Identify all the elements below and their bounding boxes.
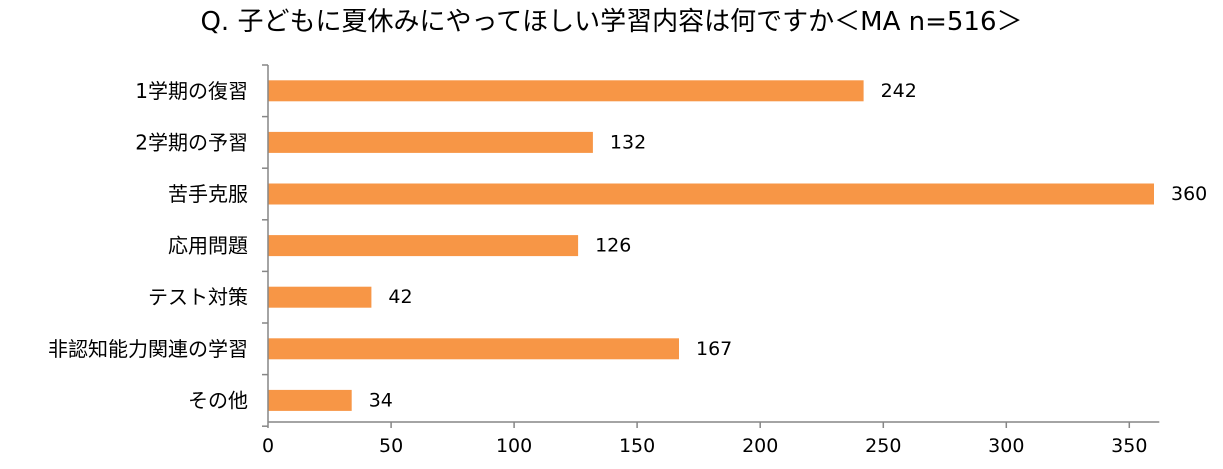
- category-label: その他: [188, 388, 248, 412]
- category-label: 応用問題: [168, 234, 248, 258]
- x-tick-label: 250: [865, 435, 901, 457]
- x-tick-label: 150: [619, 435, 655, 457]
- x-tick-label: 300: [988, 435, 1024, 457]
- data-label: 42: [388, 286, 412, 308]
- x-tick-label: 100: [496, 435, 532, 457]
- bar: [268, 235, 579, 257]
- data-label: 360: [1171, 183, 1207, 205]
- chart-title: Q. 子どもに夏休みにやってほしい学習内容は何ですか＜MA n=516＞: [200, 7, 1023, 37]
- data-label: 132: [610, 131, 646, 153]
- category-label: 2学期の予習: [135, 130, 248, 154]
- category-label: 1学期の復習: [135, 79, 248, 103]
- x-tick-label: 350: [1111, 435, 1147, 457]
- bar: [268, 286, 372, 308]
- data-label: 34: [369, 389, 393, 411]
- category-label: テスト対策: [148, 285, 248, 309]
- category-label: 苦手克服: [168, 182, 248, 206]
- x-tick-label: 0: [262, 435, 274, 457]
- bar: [268, 389, 352, 411]
- data-label: 167: [696, 338, 732, 360]
- x-tick-label: 200: [742, 435, 778, 457]
- bar: [268, 80, 864, 102]
- bar: [268, 131, 593, 153]
- category-label: 非認知能力関連の学習: [48, 337, 248, 361]
- bar: [268, 183, 1154, 205]
- data-label: 242: [881, 80, 917, 102]
- bar: [268, 338, 679, 360]
- x-tick-label: 50: [379, 435, 403, 457]
- data-label: 126: [595, 235, 631, 257]
